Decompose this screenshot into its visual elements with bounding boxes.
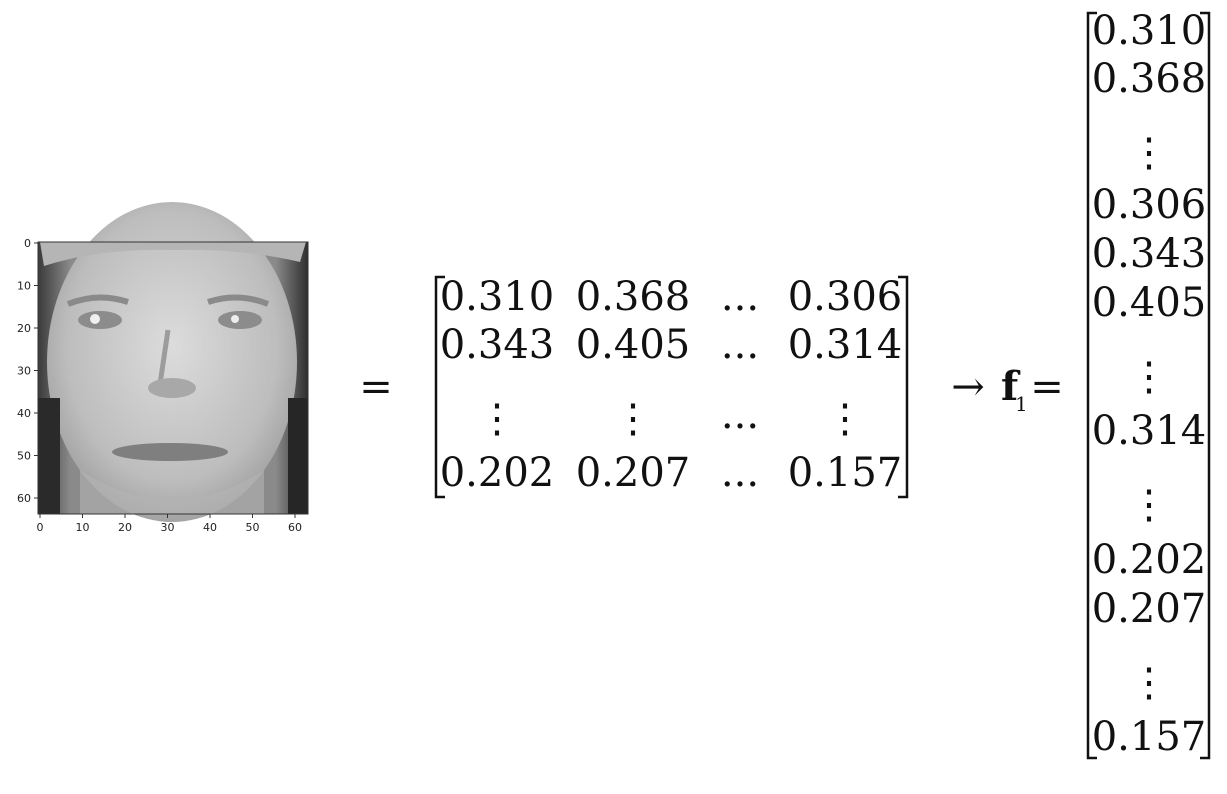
vector-entry: 0.157 (1092, 714, 1207, 760)
vector-entry: ⋮ (1129, 130, 1169, 176)
matrix-cell: ⋮ (613, 396, 653, 442)
y-tick-label: 10 (17, 280, 31, 293)
matrix-left-bracket (434, 275, 445, 499)
matrix-cell: ... (721, 322, 759, 368)
vector-entry: 0.306 (1092, 182, 1207, 228)
y-tick-label: 30 (17, 365, 31, 378)
matrix-cell: ⋮ (825, 396, 865, 442)
matrix-cell: 0.157 (788, 450, 903, 496)
matrix-cell: ⋮ (477, 396, 517, 442)
x-tick-label: 20 (118, 521, 132, 534)
matrix-cell: 0.368 (576, 274, 691, 320)
matrix-cell: 0.207 (576, 450, 691, 496)
arrow: → (951, 364, 985, 410)
vector-entry: 0.343 (1092, 231, 1207, 277)
x-tick-label: 30 (161, 521, 175, 534)
vector-entry: ⋮ (1129, 482, 1169, 528)
matrix-cells: 0.310 0.368... 0.306 0.343 0.405... 0.314 ⋮ ⋮..… (440, 274, 903, 496)
face-image (38, 202, 308, 522)
vector-entry: 0.207 (1092, 586, 1207, 632)
vector-entries: 0.3100.368⋮0.3060.3430.405⋮0.314⋮0.2020.… (1092, 8, 1207, 760)
column-vector: 0.3100.368⋮0.3060.3430.405⋮0.314⋮0.2020.… (1086, 8, 1211, 760)
x-tick-label: 40 (203, 521, 217, 534)
y-tick-label: 40 (17, 407, 31, 420)
y-tick-label: 0 (24, 237, 31, 250)
image-axis-ticks: 0 10 20 30 40 50 60 0 10 20 30 40 50 60 (17, 237, 302, 534)
vector-subscript: 1 (1015, 392, 1028, 416)
matrix-cell: 0.306 (788, 274, 903, 320)
matrix: 0.310 0.368... 0.306 0.343 0.405... 0.314 ⋮ ⋮..… (434, 274, 909, 499)
vector-entry: 0.405 (1092, 280, 1207, 326)
matrix-cell: ... (721, 450, 759, 496)
face-image-plot: 0 10 20 30 40 50 60 0 10 20 30 40 50 60 (17, 202, 309, 534)
matrix-cell: 0.202 (440, 450, 555, 496)
matrix-cell: 0.343 (440, 322, 555, 368)
y-tick-label: 20 (17, 322, 31, 335)
vector-symbol: f (1001, 363, 1021, 410)
vector-entry: 0.310 (1092, 8, 1207, 54)
vector-entry: 0.202 (1092, 537, 1207, 583)
vector-right-bracket (1200, 11, 1211, 760)
equals-sign: = (359, 364, 393, 410)
x-tick-label: 0 (37, 521, 44, 534)
matrix-cell: 0.405 (576, 322, 691, 368)
vector-equals: = (1030, 364, 1064, 410)
x-tick-label: 10 (76, 521, 90, 534)
y-tick-label: 60 (17, 492, 31, 505)
vector-entry: ⋮ (1129, 660, 1169, 706)
matrix-cell: 0.314 (788, 322, 903, 368)
y-tick-label: 50 (17, 450, 31, 463)
vector-entry: 0.368 (1092, 56, 1207, 102)
vector-entry: ⋮ (1129, 354, 1169, 400)
matrix-cell: ... (721, 392, 759, 438)
x-tick-label: 50 (246, 521, 260, 534)
matrix-cell: ... (721, 274, 759, 320)
matrix-cell: 0.310 (440, 274, 555, 320)
matrix-right-bracket (898, 275, 909, 499)
x-tick-label: 60 (288, 521, 302, 534)
vector-entry: 0.314 (1092, 408, 1207, 454)
vector-left-bracket (1086, 11, 1097, 760)
image-frame (37, 241, 309, 515)
